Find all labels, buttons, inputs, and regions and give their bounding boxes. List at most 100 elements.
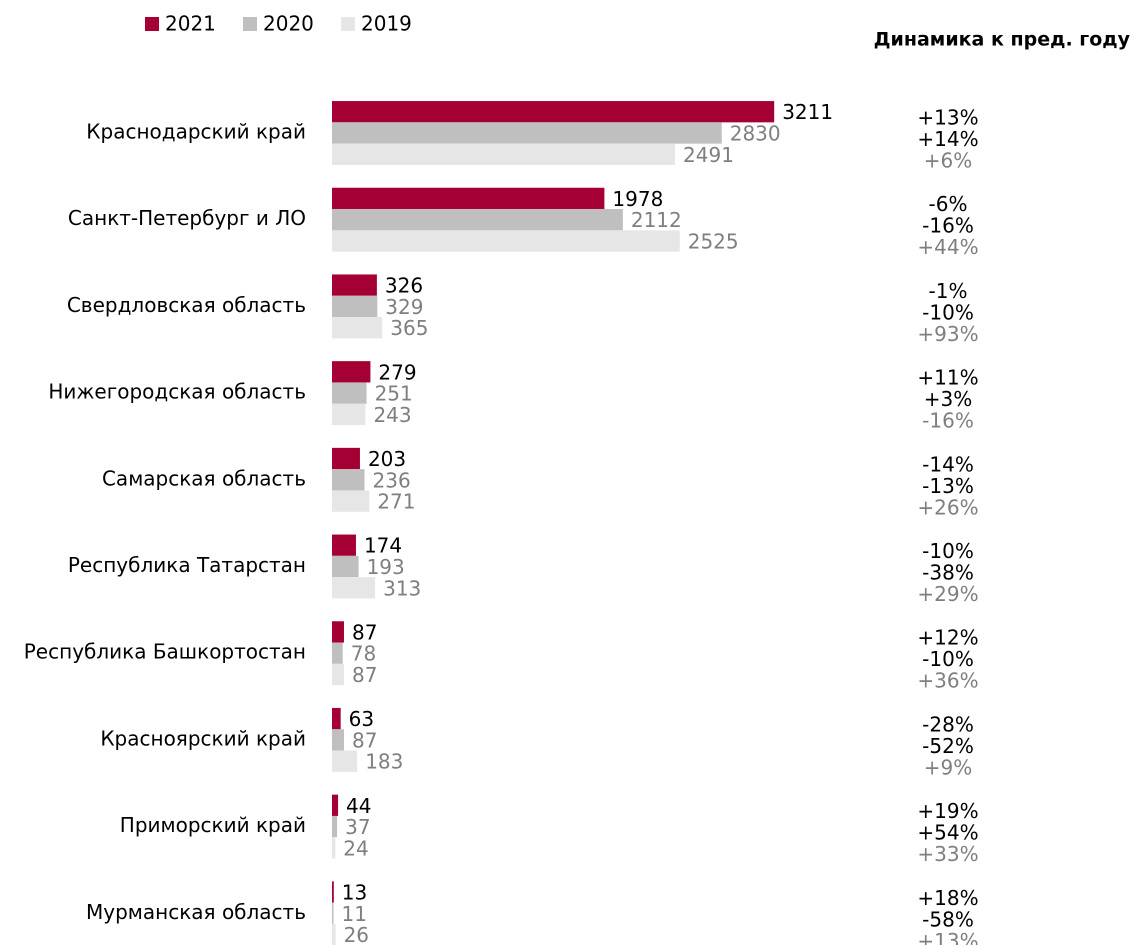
bar [332, 490, 370, 512]
legend-swatch [145, 17, 159, 31]
dynamics-label: +93% [917, 322, 978, 346]
value-label: 3211 [782, 100, 833, 124]
legend-swatch [341, 17, 355, 31]
bar [332, 209, 623, 231]
dynamics-label: +54% [917, 821, 978, 845]
bar [332, 469, 365, 491]
bar [332, 295, 378, 318]
value-label: 63 [349, 707, 374, 731]
bar [332, 577, 376, 599]
dynamics-label: -16% [922, 214, 974, 238]
value-label: 2112 [631, 208, 682, 232]
bar [332, 642, 343, 664]
bar [332, 837, 336, 859]
dynamics-label: +13% [917, 929, 978, 945]
dynamics-label: +19% [917, 799, 978, 823]
value-label: 2830 [730, 122, 781, 146]
dynamics-label: -38% [922, 561, 974, 585]
dynamics-label: -28% [922, 712, 974, 736]
category-label: Республика Татарстан [68, 553, 306, 577]
dynamics-label: -10% [922, 300, 974, 324]
value-label: 24 [343, 836, 368, 860]
bar [332, 447, 360, 470]
value-label: 329 [385, 295, 423, 319]
bar [332, 923, 336, 945]
dynamics-label: -16% [922, 409, 974, 433]
dynamics-label: +36% [917, 669, 978, 693]
bar [332, 729, 344, 751]
dynamics-label: +13% [917, 106, 978, 130]
value-label: 26 [344, 923, 369, 945]
bar [332, 274, 377, 296]
value-label: 1978 [612, 187, 663, 211]
bar [332, 750, 358, 772]
bar [332, 534, 356, 556]
dynamics-label: +33% [917, 842, 978, 866]
value-label: 279 [378, 360, 416, 384]
dynamics-label: +12% [917, 626, 978, 650]
category-label: Санкт-Петербург и ЛО [68, 206, 306, 230]
value-label: 326 [385, 274, 423, 298]
value-label: 174 [364, 534, 402, 558]
category-label: Республика Башкортостан [24, 640, 306, 664]
bar [332, 815, 338, 838]
bar [332, 361, 371, 383]
value-label: 87 [352, 620, 377, 644]
value-label: 243 [373, 403, 411, 427]
dynamics-label: -14% [922, 452, 974, 476]
bar [332, 187, 605, 210]
value-label: 87 [352, 728, 377, 752]
value-label: 13 [342, 881, 367, 905]
value-label: 203 [368, 447, 406, 471]
category-label: Свердловская область [67, 293, 306, 317]
bar [332, 794, 339, 816]
value-label: 78 [351, 642, 376, 666]
bar [332, 101, 775, 123]
dynamics-label: -10% [922, 647, 974, 671]
value-label: 193 [367, 555, 405, 579]
dynamics-label: +14% [917, 127, 978, 151]
bar [332, 382, 367, 404]
category-label: Краснодарский край [86, 120, 306, 144]
bar [332, 122, 722, 144]
dynamics-label: -10% [922, 539, 974, 563]
dynamics-label: -13% [922, 474, 974, 498]
legend-label: 2021 [165, 12, 216, 36]
value-label: 236 [373, 468, 411, 492]
bar [332, 143, 676, 165]
dynamics-label: +9% [924, 755, 973, 779]
legend-label: 2019 [361, 12, 412, 36]
bar [332, 403, 366, 426]
value-label: 251 [375, 382, 413, 406]
bar [332, 663, 344, 686]
dynamics-label: +3% [924, 387, 973, 411]
dynamics-title: Динамика к пред. году [874, 29, 1131, 51]
value-label: 183 [365, 750, 403, 774]
dynamics-label: +18% [917, 886, 978, 910]
value-label: 11 [342, 902, 367, 926]
dynamics-label: -6% [929, 192, 968, 216]
dynamics-label: +44% [917, 235, 978, 259]
dynamics-label: -58% [922, 907, 974, 931]
dynamics-label: +29% [917, 582, 978, 606]
dynamics-label: -52% [922, 734, 974, 758]
legend-label: 2020 [263, 12, 314, 36]
value-label: 2491 [683, 143, 734, 167]
value-label: 37 [345, 815, 370, 839]
value-label: 365 [390, 316, 428, 340]
bar [332, 707, 341, 730]
category-label: Красноярский край [100, 726, 306, 750]
value-label: 271 [377, 490, 415, 514]
bar [332, 881, 334, 903]
bar [332, 317, 383, 339]
category-label: Мурманская область [86, 900, 306, 924]
value-label: 313 [383, 576, 421, 600]
category-label: Самарская область [102, 466, 306, 490]
value-label: 44 [346, 794, 371, 818]
value-label: 2525 [688, 230, 739, 254]
bar [332, 230, 680, 252]
category-label: Приморский край [120, 813, 306, 837]
value-label: 87 [352, 663, 377, 687]
category-label: Нижегородская область [48, 380, 306, 404]
